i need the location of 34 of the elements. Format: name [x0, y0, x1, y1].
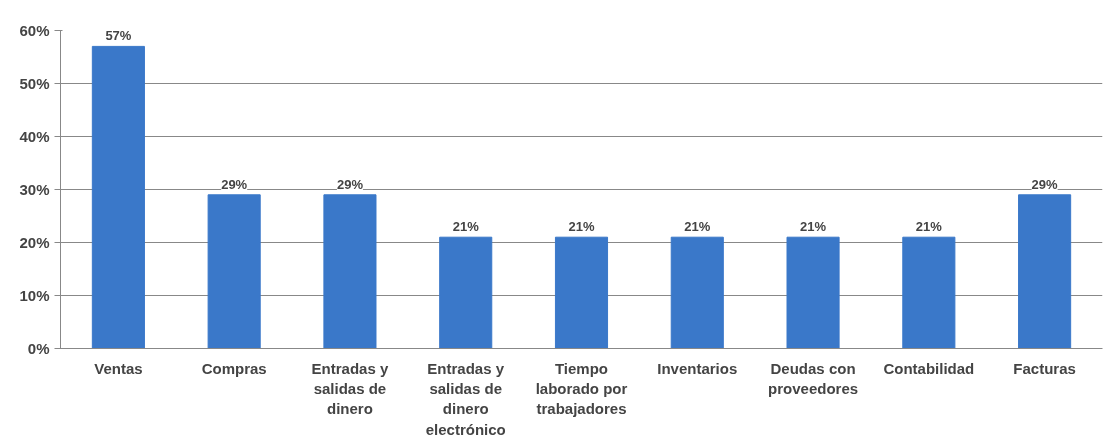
bar [207, 194, 261, 349]
data-label: 21% [800, 219, 827, 235]
x-tick-label: Contabilidad [883, 359, 975, 377]
y-tick-label: 40% [19, 128, 50, 145]
x-tick-label: Tiempo laborado por trabajadores [535, 359, 628, 418]
data-label: 21% [568, 219, 595, 235]
data-label: 21% [452, 219, 480, 235]
bar [902, 236, 956, 349]
bar [439, 236, 493, 349]
y-tick-label: 50% [19, 75, 50, 92]
x-tick-label: Deudas con proveedores [768, 359, 859, 397]
y-tick-label: 60% [19, 22, 50, 39]
bar [554, 236, 609, 349]
data-label: 29% [221, 176, 248, 192]
bar [1018, 194, 1072, 349]
x-tick-label: Facturas [1013, 359, 1076, 377]
y-tick-label: 20% [19, 234, 50, 251]
x-tick-label: Ventas [94, 359, 143, 377]
data-label: 57% [105, 28, 132, 44]
bar [786, 236, 840, 349]
x-tick-label: Inventarios [657, 359, 738, 377]
x-tick-label: Entradas y salidas de dinero [311, 359, 389, 418]
data-label: 21% [915, 219, 943, 235]
y-tick-label: 30% [19, 181, 50, 198]
y-tick-label: 0% [27, 340, 50, 357]
x-tick-label: Entradas y salidas de dinero electrónico [425, 359, 506, 438]
x-tick-label: Compras [201, 359, 267, 377]
bar [670, 236, 724, 349]
bar [323, 194, 377, 349]
y-tick-label: 10% [19, 287, 50, 304]
data-label: 21% [684, 219, 711, 235]
data-label: 29% [336, 176, 364, 192]
data-label: 29% [1031, 176, 1059, 192]
bar [91, 45, 145, 349]
